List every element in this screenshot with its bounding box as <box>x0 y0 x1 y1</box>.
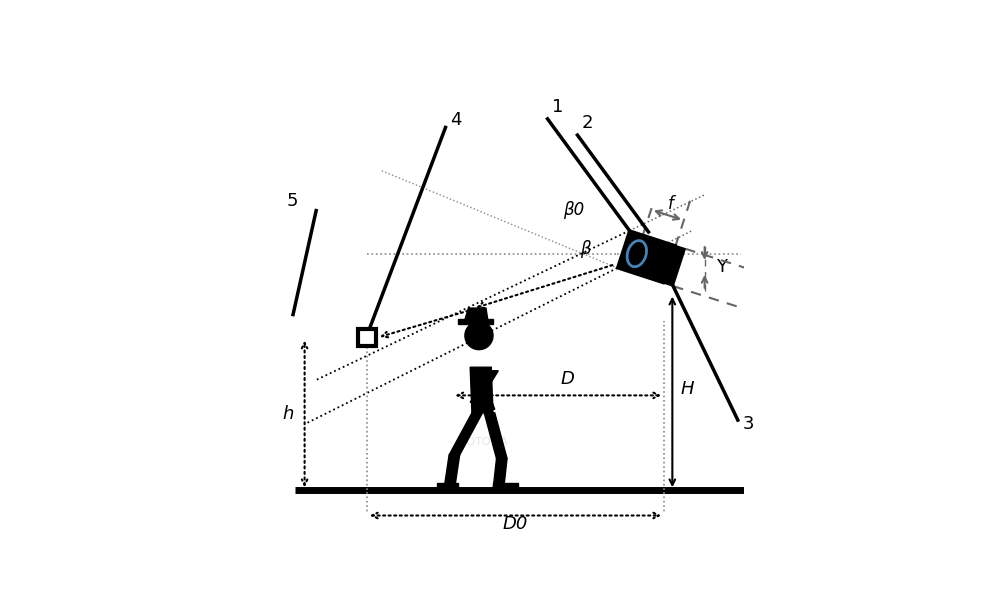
Text: β: β <box>580 240 590 258</box>
Polygon shape <box>465 308 488 319</box>
Text: D: D <box>561 370 574 388</box>
Text: 1: 1 <box>552 98 564 116</box>
Polygon shape <box>472 371 495 409</box>
Text: 3: 3 <box>742 415 754 433</box>
Polygon shape <box>437 483 458 490</box>
Text: H: H <box>680 380 694 398</box>
Polygon shape <box>493 458 507 490</box>
Polygon shape <box>449 413 482 455</box>
Polygon shape <box>617 230 676 283</box>
Text: h: h <box>283 405 294 423</box>
Text: FOTOLIA: FOTOLIA <box>461 437 509 446</box>
Polygon shape <box>484 413 507 458</box>
Polygon shape <box>444 455 460 490</box>
Polygon shape <box>470 367 493 413</box>
Polygon shape <box>358 329 376 346</box>
Text: D0: D0 <box>503 515 528 533</box>
Text: f: f <box>668 195 674 213</box>
Polygon shape <box>458 319 493 324</box>
Text: 5: 5 <box>286 192 298 210</box>
Text: 2: 2 <box>582 114 594 132</box>
Text: Y: Y <box>716 259 727 277</box>
Text: 4: 4 <box>450 111 462 129</box>
Text: β0: β0 <box>563 200 585 218</box>
Polygon shape <box>470 371 498 403</box>
Polygon shape <box>663 245 685 286</box>
Circle shape <box>465 322 493 350</box>
Polygon shape <box>493 483 518 490</box>
